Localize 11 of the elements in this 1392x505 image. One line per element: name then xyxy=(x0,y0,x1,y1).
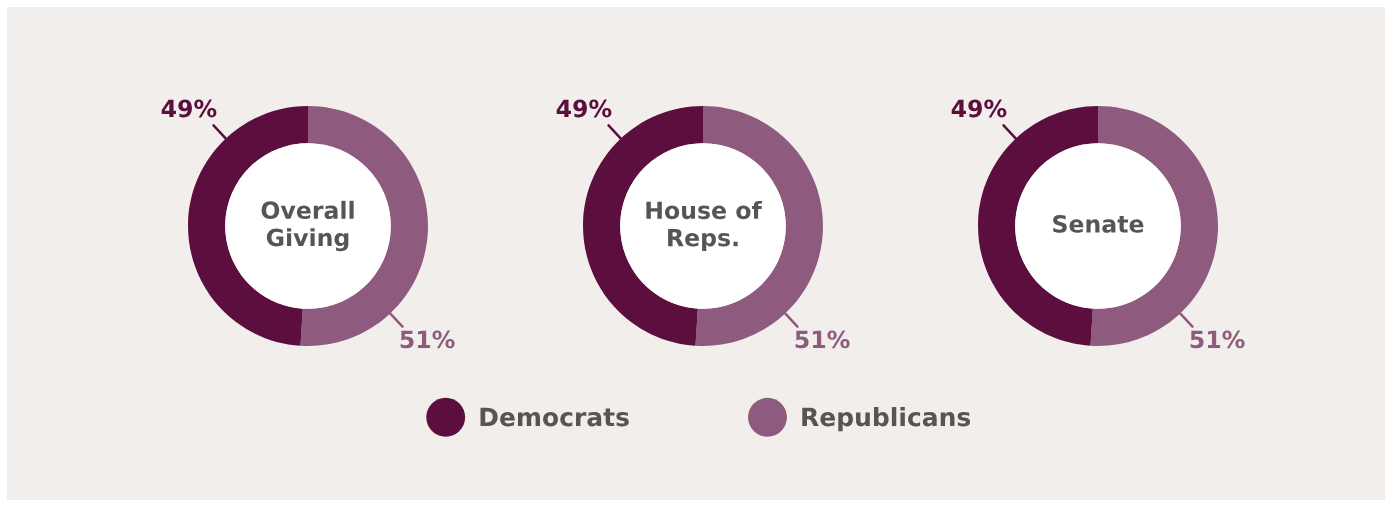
text: Overall Giving xyxy=(261,200,354,252)
data-label: 51% xyxy=(1190,330,1245,349)
data-label: 49% xyxy=(951,99,1007,118)
text: House of Reps. xyxy=(646,200,762,252)
legend-label: Democrats xyxy=(480,407,629,427)
legend-label: Republicans xyxy=(802,407,971,432)
data-label: 49% xyxy=(556,99,612,118)
data-label: 49% xyxy=(161,99,217,118)
text: Senate xyxy=(1053,214,1144,233)
data-label: 51% xyxy=(795,330,850,349)
data-label: 51% xyxy=(400,330,455,349)
